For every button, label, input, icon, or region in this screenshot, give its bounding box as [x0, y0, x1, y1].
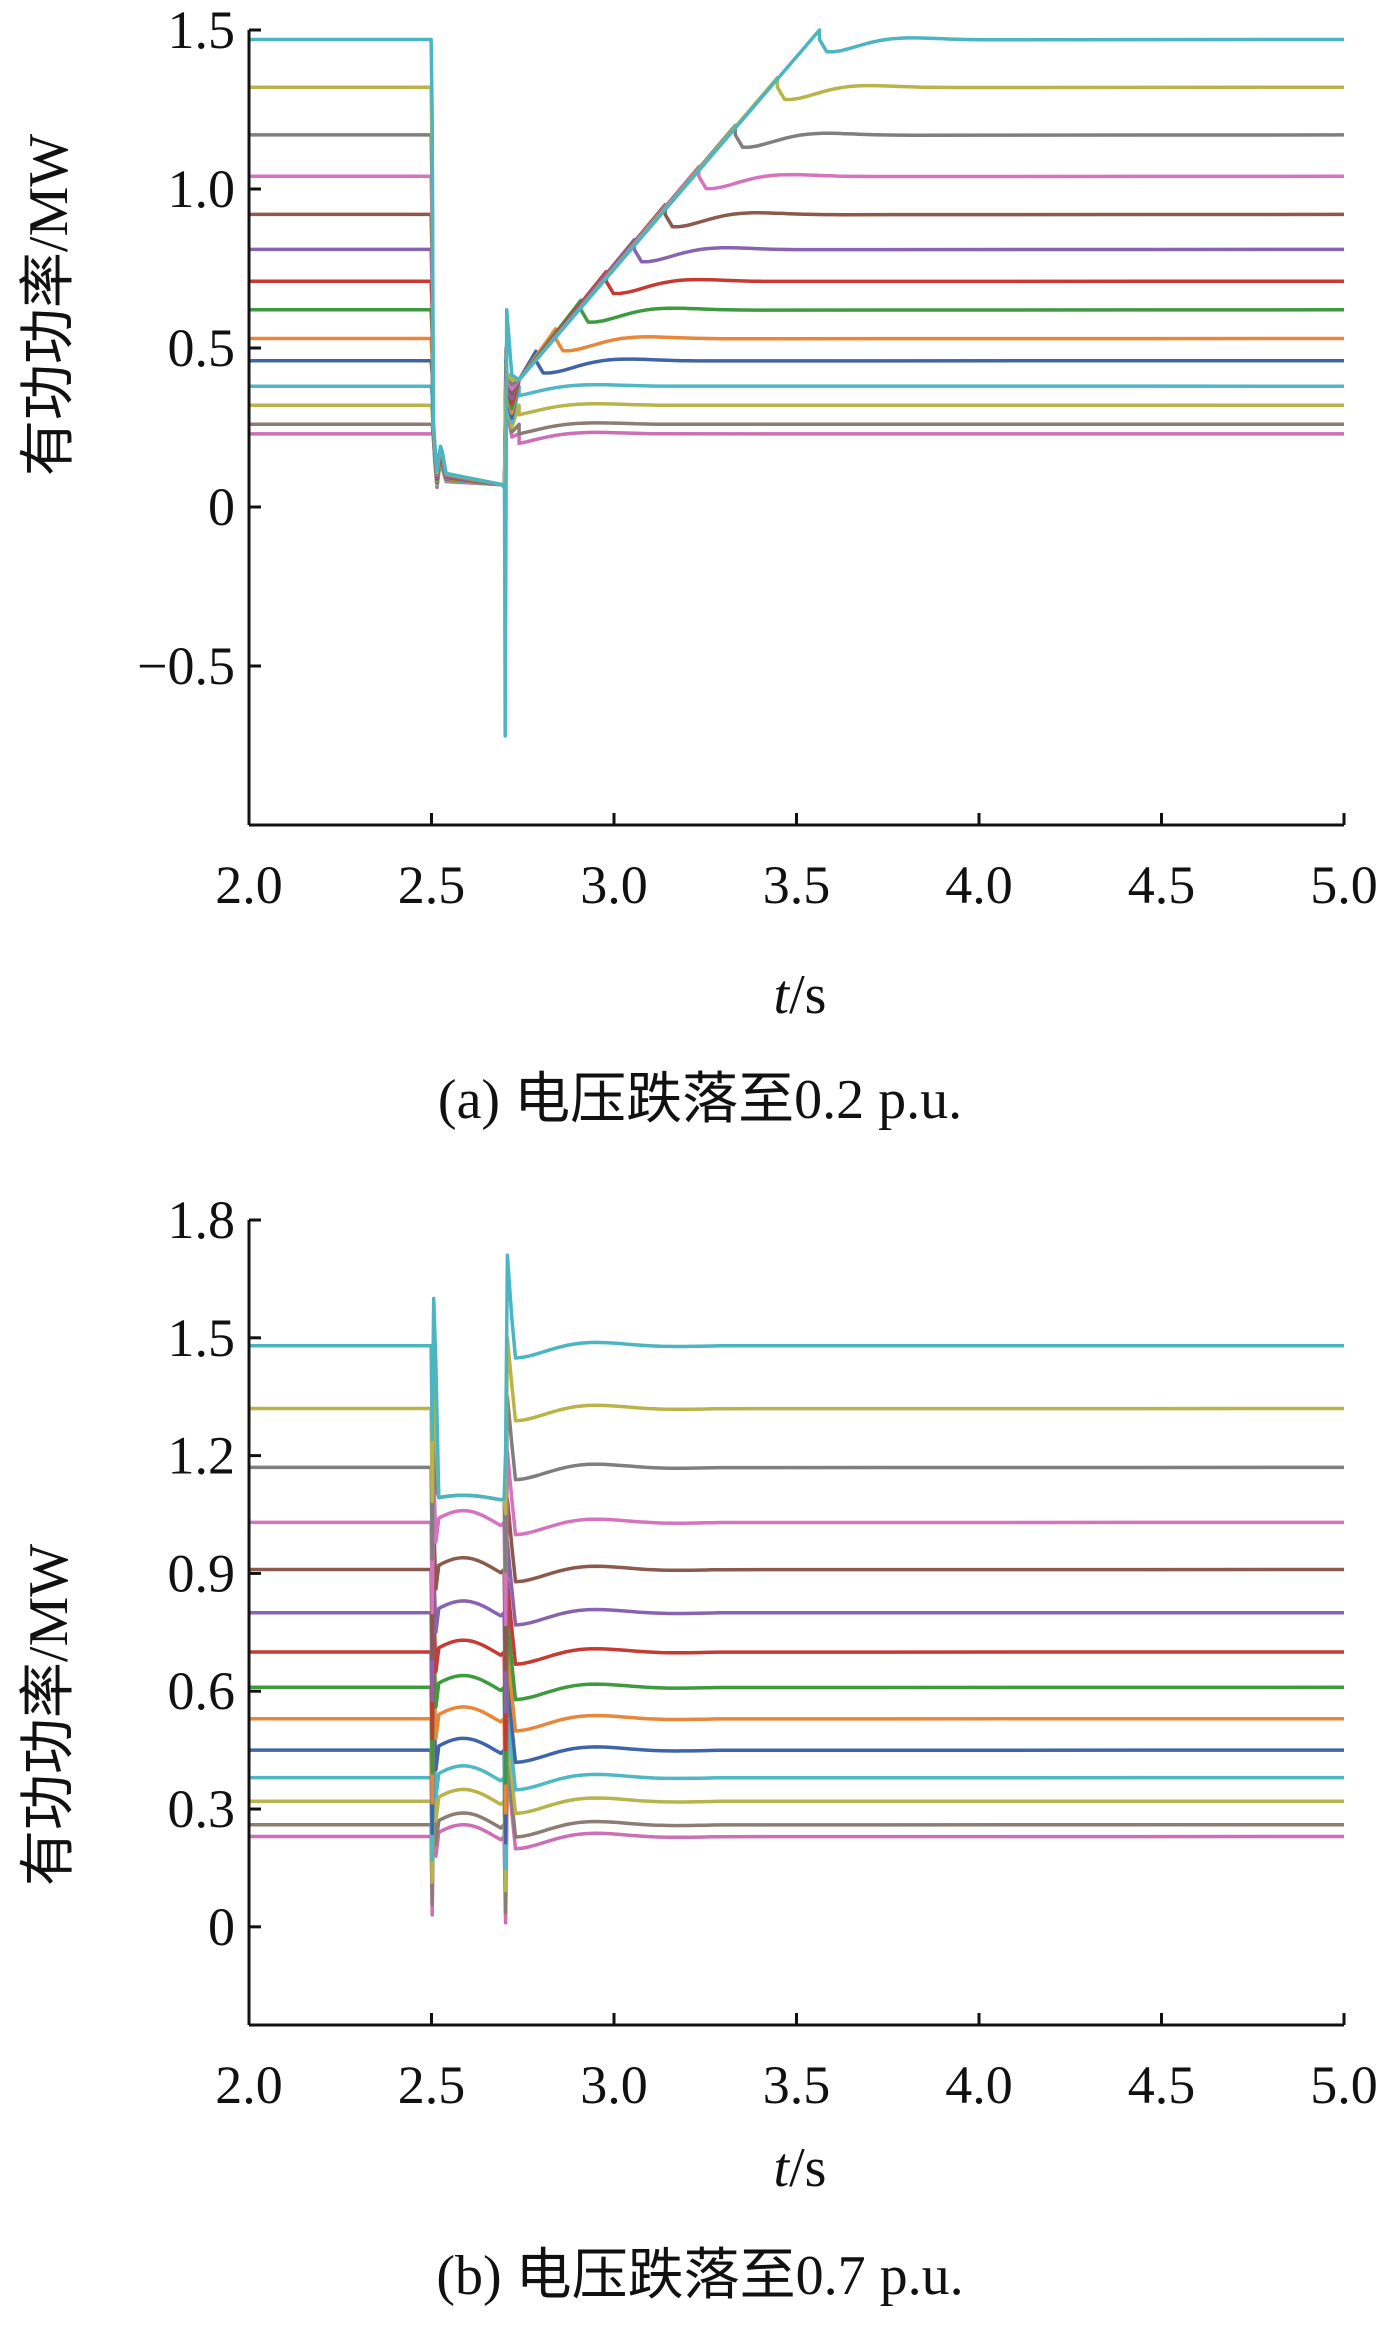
chart-b-x-tick-label: 3.5 — [763, 2055, 831, 2115]
chart-b-series-line — [249, 1540, 1345, 1714]
chart-b-svg: 2.0 2.5 3.0 3.5 4.0 4.5 5.0 1.8 1.5 1.2 0.9 0.6 0.3 0… — [18, 1190, 1378, 2307]
chart-a-x-tick-label: 2.0 — [215, 855, 283, 915]
chart-a: 2.0 2.5 3.0 3.5 4.0 4.5 5.0 1.5 1.0 0.5 0 −0.5 有功功率… — [18, 0, 1378, 1131]
chart-b-axes — [247, 1220, 1344, 2027]
chart-a-axes — [247, 30, 1344, 827]
chart-a-xlabel-unit: /s — [789, 964, 826, 1026]
chart-b-series-line — [249, 1253, 1345, 1502]
chart-a-series-line — [249, 238, 1345, 490]
chart-b-y-tick-label: 1.2 — [168, 1426, 236, 1486]
chart-a-series-line — [249, 203, 1345, 490]
chart-b-xlabel: t/s — [774, 2137, 827, 2199]
chart-a-series-line — [249, 346, 1345, 490]
chart-a-ticks: 2.0 2.5 3.0 3.5 4.0 4.5 5.0 1.5 1.0 0.5 0 −0.5 — [137, 0, 1378, 915]
chart-b-series-line — [249, 1705, 1345, 1871]
chart-a-xlabel-var: t — [774, 964, 791, 1026]
chart-b-xlabel-var: t — [774, 2137, 791, 2199]
chart-b-series-line — [249, 1614, 1345, 1785]
chart-a-series-line — [249, 327, 1345, 490]
chart-a-y-tick-label: 0 — [208, 477, 235, 537]
chart-b-series-line — [249, 1646, 1345, 1815]
chart-b-x-tick-label: 5.0 — [1310, 2055, 1378, 2115]
chart-b-x-tick-label: 2.0 — [215, 2055, 283, 2115]
chart-b-series-line — [249, 1449, 1345, 1627]
chart-a-y-tick-label: −0.5 — [137, 636, 235, 696]
chart-a-y-tick-label: 1.0 — [168, 159, 236, 219]
chart-a-x-tick-label: 4.0 — [945, 855, 1013, 915]
chart-a-series-line — [249, 349, 1345, 490]
chart-b-series-line — [249, 1579, 1345, 1752]
chart-b-xlabel-unit: /s — [789, 2137, 826, 2199]
chart-b-x-tick-label: 3.0 — [580, 2055, 648, 2115]
chart-b-series-line — [249, 1764, 1345, 1925]
chart-a-y-tick-label: 1.5 — [168, 0, 236, 60]
chart-a-ylabel: 有功功率/MW — [18, 134, 80, 476]
chart-b-series-line — [249, 1497, 1345, 1672]
chart-a-x-tick-label: 4.5 — [1128, 855, 1196, 915]
chart-b-y-tick-label: 0.9 — [168, 1543, 236, 1603]
chart-b-x-tick-label: 4.0 — [945, 2055, 1013, 2115]
chart-b-ylabel: 有功功率/MW — [18, 1544, 80, 1886]
chart-b-ticks: 2.0 2.5 3.0 3.5 4.0 4.5 5.0 1.8 1.5 1.2 0.9 0.6 0.3 0 — [168, 1190, 1378, 2115]
chart-a-x-tick-label: 2.5 — [398, 855, 466, 915]
chart-b-x-tick-label: 4.5 — [1128, 2055, 1196, 2115]
chart-a-svg: 2.0 2.5 3.0 3.5 4.0 4.5 5.0 1.5 1.0 0.5 0 −0.5 有功功率… — [18, 0, 1378, 1131]
chart-b-series-line — [249, 1336, 1345, 1516]
chart-a-xlabel: t/s — [774, 964, 827, 1026]
chart-a-x-tick-label: 3.0 — [580, 855, 648, 915]
chart-a-series-line — [249, 349, 1344, 490]
chart-b-caption: (b) 电压跌落至0.7 p.u. — [436, 2245, 963, 2307]
chart-b-y-tick-label: 0 — [208, 1897, 235, 1957]
chart-a-series-line — [249, 352, 1344, 490]
chart-b-y-tick-label: 0.6 — [168, 1661, 236, 1721]
chart-b: 2.0 2.5 3.0 3.5 4.0 4.5 5.0 1.8 1.5 1.2 0.9 0.6 0.3 0… — [0, 1170, 1397, 2339]
chart-a-y-tick-label: 0.5 — [168, 318, 236, 378]
chart-a-series-group — [249, 28, 1345, 738]
chart-b-y-tick-label: 1.8 — [168, 1190, 236, 1250]
chart-b-x-tick-label: 2.5 — [398, 2055, 466, 2115]
chart-b-series-group — [249, 1253, 1345, 1925]
chart-b-y-tick-label: 0.3 — [168, 1779, 236, 1839]
chart-b-series-line — [249, 1752, 1345, 1915]
chart-b-series-line — [249, 1677, 1345, 1845]
chart-a-series-line — [249, 269, 1345, 490]
chart-b-series-line — [249, 1394, 1345, 1573]
chart-a-series-line — [249, 28, 1345, 738]
chart-a-caption: (a) 电压跌落至0.2 p.u. — [438, 1069, 962, 1131]
chart-b-y-tick-label: 1.5 — [168, 1308, 236, 1368]
chart-a-series-line — [249, 298, 1345, 490]
chart-a-x-tick-label: 5.0 — [1310, 855, 1378, 915]
chart-a-x-tick-label: 3.5 — [763, 855, 831, 915]
chart-b-series-line — [249, 1728, 1345, 1893]
